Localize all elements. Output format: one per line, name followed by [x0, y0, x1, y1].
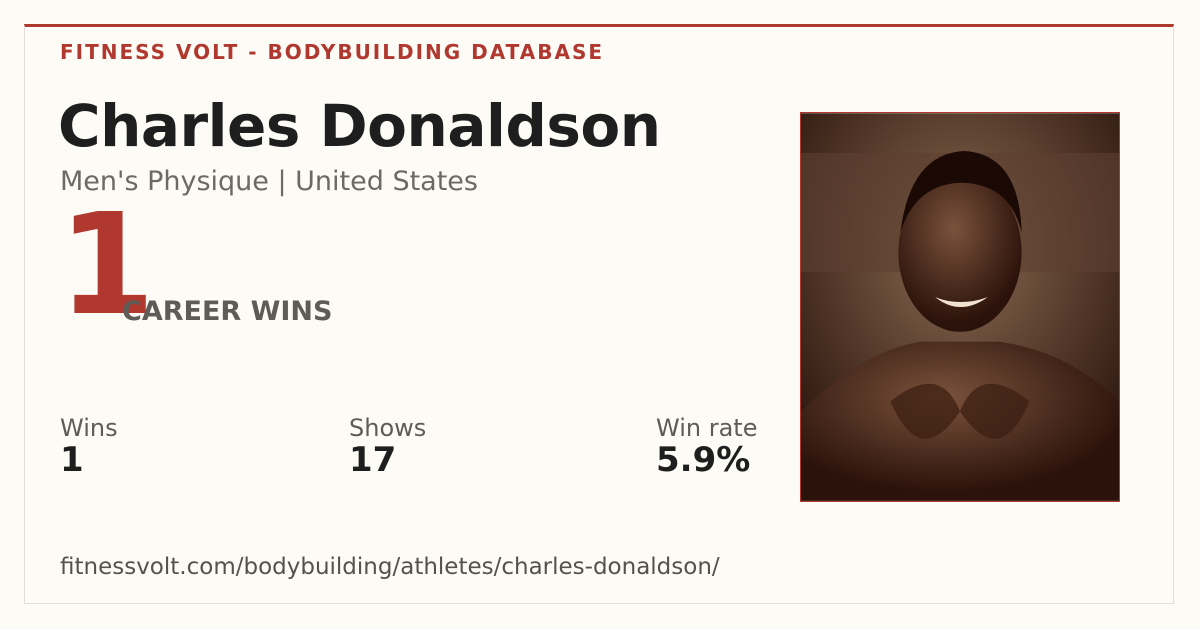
- career-wins-number: 1: [58, 184, 156, 347]
- stat-value: 1: [60, 440, 84, 480]
- athlete-name: Charles Donaldson: [58, 92, 661, 160]
- stat-value: 17: [349, 440, 397, 480]
- stat-label: Shows: [349, 414, 427, 442]
- stat-label: Win rate: [656, 414, 758, 442]
- career-wins-label: CAREER WINS: [122, 296, 333, 327]
- brand: FITNESS VOLT - BODYBUILDING DATABASE: [60, 40, 605, 64]
- url: fitnessvolt.com/bodybuilding/athletes/ch…: [60, 554, 720, 580]
- stat-label: Wins: [60, 414, 118, 442]
- stat-value: 5.9%: [656, 440, 751, 480]
- athlete-subtitle: Men's Physique | United States: [60, 166, 478, 197]
- athlete-photo: [800, 112, 1120, 502]
